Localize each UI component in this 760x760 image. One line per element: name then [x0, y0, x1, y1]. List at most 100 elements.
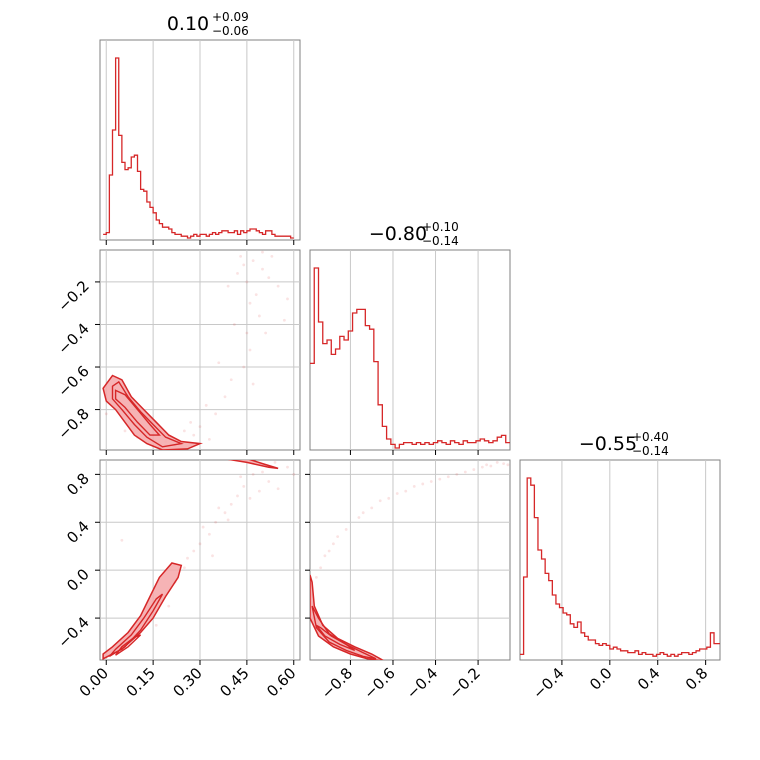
- x-tick-label: −0.4: [403, 664, 441, 702]
- sample-point: [314, 575, 318, 579]
- sample-point: [232, 323, 236, 326]
- sample-point: [239, 254, 243, 258]
- y-tick-label: 0.4: [63, 517, 93, 547]
- y-tick-label: −0.4: [54, 320, 92, 358]
- x-tick-label: 0.15: [123, 664, 159, 700]
- sample-point: [429, 480, 433, 483]
- sample-point: [282, 318, 286, 322]
- sample-point: [207, 532, 211, 536]
- sample-point: [286, 297, 289, 301]
- sample-point: [463, 470, 467, 474]
- param-title-2: −0.55+0.40−0.14: [579, 430, 669, 458]
- sample-point: [254, 293, 258, 297]
- contour-outer: [310, 574, 384, 660]
- sample-point: [395, 492, 399, 495]
- sample-point: [186, 556, 189, 560]
- histogram-step-1: [310, 267, 510, 449]
- sample-point: [336, 535, 340, 539]
- sample-point: [248, 348, 252, 352]
- contour-middle: [111, 380, 184, 448]
- sample-point: [480, 465, 484, 469]
- y-tick-label: 0.8: [63, 469, 93, 499]
- sample-point: [198, 425, 202, 428]
- x-tick-label: −0.8: [318, 664, 356, 702]
- sample-point: [267, 480, 271, 483]
- pair-content: [102, 250, 289, 450]
- param-title-1: −0.80+0.10−0.14: [369, 220, 459, 248]
- title-value: −0.55: [579, 433, 637, 455]
- sample-point: [370, 506, 374, 510]
- sample-point: [472, 468, 476, 471]
- pair-panel-0-1: −0.8 −0.6 −0.4 −0.2: [54, 249, 301, 455]
- sample-point: [192, 433, 196, 437]
- sample-point: [273, 460, 277, 464]
- sample-point: [327, 549, 331, 553]
- pair-content: [310, 460, 510, 660]
- sample-point: [217, 361, 221, 365]
- sample-point: [257, 314, 261, 318]
- pair-content: [102, 460, 296, 660]
- sample-point: [323, 554, 327, 558]
- histogram-step-0: [103, 57, 294, 239]
- sample-point: [292, 472, 296, 476]
- sample-point: [214, 520, 218, 524]
- panel-frame: [519, 459, 721, 661]
- x-tick-label: 0.30: [169, 664, 205, 700]
- sample-point: [198, 542, 202, 546]
- sample-point: [207, 437, 211, 441]
- title-plus: +0.09: [212, 10, 249, 24]
- title-value: −0.80: [369, 223, 427, 245]
- sample-point: [455, 472, 459, 476]
- contour-middle: [311, 605, 377, 660]
- sample-point: [251, 382, 255, 386]
- title-minus: −0.14: [632, 444, 669, 458]
- sample-point: [211, 554, 214, 558]
- sample-point: [239, 475, 243, 479]
- title-plus: +0.40: [632, 430, 669, 444]
- sample-point: [261, 250, 264, 254]
- sample-point: [242, 484, 246, 488]
- sample-point: [120, 538, 124, 542]
- sample-point: [344, 528, 348, 531]
- sample-point: [182, 566, 186, 570]
- sample-point: [226, 284, 230, 288]
- contour-outer: [102, 562, 183, 660]
- sample-point: [251, 472, 255, 476]
- x-tick-label: 0.00: [76, 664, 112, 700]
- contour-peak: [227, 460, 279, 470]
- sample-point: [242, 263, 246, 267]
- x-tick-label: 0.60: [263, 664, 299, 700]
- sample-point: [229, 378, 233, 382]
- sample-point: [242, 365, 246, 369]
- contour-inner: [315, 624, 356, 652]
- title-value: 0.10: [167, 13, 209, 35]
- pair-panel-1-2: −0.8 −0.6 −0.4 −0.2: [305, 459, 511, 703]
- sample-point: [217, 506, 221, 510]
- sample-point: [261, 470, 264, 474]
- sample-point: [236, 272, 239, 275]
- sample-point: [502, 462, 506, 465]
- sample-point: [261, 267, 264, 271]
- sample-point: [245, 331, 249, 335]
- sample-point: [438, 477, 442, 481]
- sample-point: [387, 496, 391, 500]
- sample-point: [223, 511, 227, 515]
- sample-point: [192, 549, 196, 553]
- panel-frame: [309, 249, 511, 451]
- sample-point: [485, 463, 488, 467]
- contour-outer: [102, 374, 203, 450]
- sample-point: [104, 412, 108, 416]
- sample-point: [446, 475, 450, 479]
- sample-point: [270, 254, 274, 258]
- title-minus: −0.06: [212, 24, 249, 38]
- sample-point: [412, 484, 416, 488]
- x-tick-label: −0.6: [360, 664, 398, 702]
- sample-point: [214, 412, 218, 416]
- sample-point: [245, 280, 249, 284]
- sample-point: [357, 516, 361, 519]
- sample-point: [201, 525, 205, 529]
- y-tick-label: 0.0: [63, 565, 93, 595]
- title-minus: −0.14: [422, 234, 459, 248]
- y-tick-label: −0.2: [54, 277, 92, 315]
- sample-point: [506, 463, 510, 467]
